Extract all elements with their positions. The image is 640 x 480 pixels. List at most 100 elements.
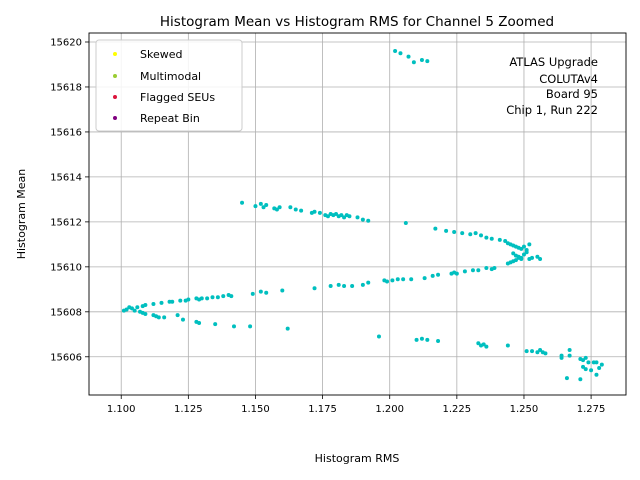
data-point — [347, 214, 352, 219]
legend: Skewed Multimodal Flagged SEUs Repeat Bi… — [95, 39, 243, 132]
data-point — [497, 237, 502, 242]
legend-box — [95, 39, 243, 132]
data-point — [586, 360, 591, 365]
legend-marker-multimodal — [113, 74, 117, 78]
data-point — [454, 271, 459, 276]
data-point — [406, 54, 411, 59]
data-point — [597, 366, 602, 371]
data-point — [521, 252, 526, 257]
data-point — [240, 200, 245, 205]
data-point — [355, 215, 360, 220]
y-tick-label: 15620 — [50, 37, 82, 48]
data-points — [121, 48, 604, 382]
data-point — [288, 205, 293, 210]
data-point — [519, 256, 524, 261]
y-tick-label: 15616 — [50, 127, 82, 138]
data-point — [299, 208, 304, 213]
data-point — [328, 283, 333, 288]
data-point — [594, 372, 599, 377]
data-point — [524, 349, 529, 354]
data-point — [183, 298, 188, 303]
data-point — [452, 229, 457, 234]
legend-marker-repeat-bin — [113, 116, 117, 120]
data-point — [521, 244, 526, 249]
data-point — [419, 336, 424, 341]
x-axis-label: Histogram RMS — [315, 452, 400, 465]
data-point — [231, 324, 236, 329]
data-point — [194, 296, 199, 301]
data-point — [336, 282, 341, 287]
annotation-block: ATLAS Upgrade COLUTAv4 Board 95 Chip 1, … — [506, 55, 598, 117]
data-point — [334, 212, 339, 216]
data-point — [470, 268, 475, 273]
data-point — [599, 362, 604, 367]
data-point — [159, 300, 164, 305]
data-point — [543, 351, 548, 356]
data-point — [398, 51, 403, 56]
data-point — [476, 341, 481, 346]
data-point — [395, 277, 400, 282]
data-point — [581, 358, 586, 363]
x-tick-label: 1.250 — [510, 404, 539, 415]
data-point — [277, 205, 282, 210]
data-point — [178, 298, 183, 303]
data-point — [342, 283, 347, 288]
data-point — [312, 286, 317, 291]
data-point — [460, 231, 465, 236]
x-tick-label: 1.225 — [443, 404, 472, 415]
data-point — [489, 236, 494, 241]
data-point — [589, 368, 594, 373]
data-point — [180, 317, 185, 322]
data-point — [366, 280, 371, 285]
data-point — [132, 308, 137, 313]
y-tick-label: 15612 — [50, 217, 82, 228]
legend-marker-skewed — [113, 52, 117, 56]
data-point — [594, 360, 599, 365]
data-point — [366, 218, 371, 223]
chart-title: Histogram Mean vs Histogram RMS for Chan… — [160, 14, 554, 30]
data-point — [484, 344, 489, 349]
legend-label-repeat-bin: Repeat Bin — [140, 112, 200, 125]
data-point — [422, 276, 427, 281]
y-tick-label: 15614 — [50, 172, 82, 183]
data-point — [264, 290, 269, 295]
data-point — [436, 339, 441, 344]
data-point — [503, 238, 508, 243]
data-point — [393, 48, 398, 53]
data-point — [376, 334, 381, 339]
data-point — [578, 377, 583, 382]
data-point — [425, 59, 430, 64]
data-point — [250, 291, 255, 296]
data-point — [462, 269, 467, 274]
data-point — [567, 353, 572, 358]
data-point — [538, 256, 543, 261]
data-point — [258, 201, 263, 206]
data-point — [205, 296, 210, 301]
data-point — [524, 250, 529, 255]
legend-marker-flagged-seus — [113, 95, 117, 99]
legend-label-flagged-seus: Flagged SEUs — [140, 91, 215, 104]
data-point — [401, 277, 406, 282]
legend-label-skewed: Skewed — [140, 48, 182, 61]
data-point — [436, 272, 441, 277]
data-point — [390, 278, 395, 283]
data-point — [403, 220, 408, 225]
data-point — [527, 242, 532, 247]
data-point — [538, 348, 543, 353]
data-point — [151, 301, 156, 306]
data-point — [210, 295, 215, 300]
data-point — [535, 350, 540, 355]
data-point — [414, 337, 419, 342]
x-axis-ticks: 1.100 1.125 1.150 1.175 1.200 1.225 1.250 1.275 — [107, 395, 605, 415]
data-point — [264, 203, 269, 208]
data-point — [261, 205, 266, 210]
data-point — [409, 277, 414, 282]
data-point — [175, 313, 180, 318]
x-tick-label: 1.150 — [241, 404, 270, 415]
data-point — [484, 265, 489, 270]
data-point — [342, 215, 347, 220]
data-point — [492, 265, 497, 270]
annotation-line-2: COLUTAv4 — [539, 72, 598, 86]
data-point — [156, 315, 161, 320]
data-point — [530, 255, 535, 260]
